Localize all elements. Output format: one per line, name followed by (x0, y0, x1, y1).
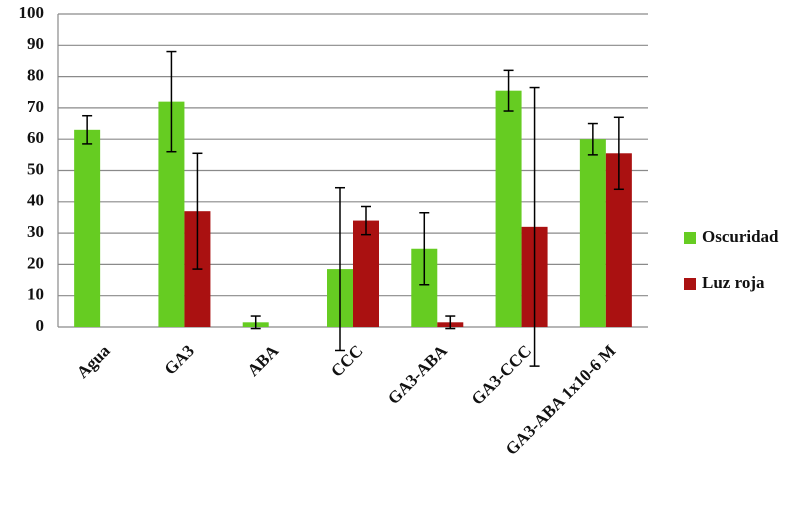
error-bar (529, 86, 540, 367)
error-bar (503, 69, 514, 112)
y-tick-label: 20 (27, 253, 44, 272)
y-tick-label: 10 (27, 285, 44, 304)
error-bar (361, 205, 371, 236)
legend-label: Luz roja (702, 273, 765, 292)
y-tick-label: 100 (19, 3, 45, 22)
error-bar (166, 50, 177, 153)
x-tick-label: GA3-CCC (468, 341, 536, 409)
y-tick-label: 30 (27, 222, 44, 241)
bar (353, 220, 379, 327)
x-tick-label: GA3 (161, 341, 198, 378)
y-tick-label: 90 (27, 34, 44, 53)
error-bar (587, 122, 598, 156)
y-tick-label: 50 (27, 159, 44, 178)
legend-label: Oscuridad (702, 227, 779, 246)
x-tick-label: CCC (327, 341, 366, 380)
x-tick-label: ABA (243, 341, 282, 380)
error-bar (192, 152, 203, 270)
error-bar (335, 186, 345, 352)
y-tick-label: 80 (27, 66, 44, 85)
error-bar (419, 212, 430, 286)
legend-swatch (684, 278, 696, 290)
y-tick-label: 60 (27, 128, 44, 147)
y-tick-label: 70 (27, 97, 44, 116)
x-tick-label: Agua (73, 341, 114, 382)
error-bar (82, 114, 93, 145)
x-tick-label: GA3-ABA (384, 341, 451, 408)
error-bar (250, 315, 261, 330)
error-bar (445, 315, 456, 330)
legend-swatch (684, 232, 696, 244)
bar (579, 139, 606, 327)
bar (495, 90, 522, 327)
y-tick-label: 0 (36, 316, 45, 335)
error-bar (613, 116, 624, 191)
y-tick-label: 40 (27, 191, 44, 210)
bar (74, 129, 101, 327)
